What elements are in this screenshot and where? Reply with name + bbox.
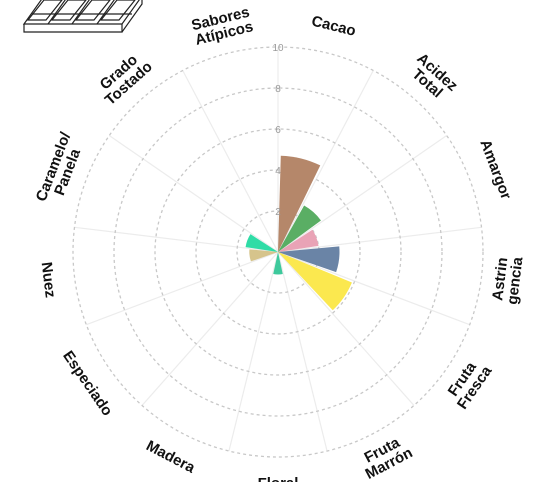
category-label-line: Astrin: [489, 256, 511, 301]
grid-spoke: [74, 226, 279, 253]
category-label: Especiado: [59, 348, 116, 419]
category-label-line: gencia: [504, 256, 527, 306]
polar-bar: [278, 205, 321, 252]
category-label: Cacao: [310, 13, 358, 40]
grid-spoke: [277, 251, 470, 326]
grid-spoke: [277, 135, 448, 253]
grid-spoke: [277, 251, 328, 452]
grid-spoke: [141, 251, 279, 406]
category-label: Nuez: [38, 261, 59, 299]
polar-bars: [245, 155, 352, 311]
grid-circle: [154, 128, 402, 376]
polar-bar: [278, 229, 319, 252]
category-label: Caramelo/Panela: [33, 129, 85, 204]
grid-circle: [113, 87, 443, 417]
grid-spoke: [108, 135, 279, 253]
category-label-line: Nuez: [38, 261, 59, 299]
radial-tick-label: 4: [275, 166, 281, 177]
category-label-line: Amargor: [476, 137, 514, 202]
polar-bar: [278, 252, 352, 311]
category-label: Floral: [258, 475, 299, 482]
radial-tick-labels: 2 4 6 8 10: [272, 43, 284, 218]
polar-bar: [273, 252, 283, 275]
grid-spoke: [182, 70, 279, 253]
polar-bar: [245, 234, 278, 252]
category-label: Amargor: [476, 137, 514, 202]
polar-bar: [278, 155, 321, 252]
category-label-line: Floral: [258, 475, 299, 482]
grid-spoke: [277, 226, 482, 253]
grid-circle: [72, 46, 484, 458]
grid-circle: [195, 169, 361, 335]
grid-spoke: [228, 251, 279, 452]
category-label-line: Cacao: [310, 13, 358, 40]
grid-spoke: [86, 251, 279, 326]
radial-tick-label: 6: [275, 125, 281, 136]
category-label: Madera: [143, 437, 198, 477]
category-label-line: Especiado: [59, 348, 116, 419]
polar-bar: [278, 246, 340, 273]
grid-spoke: [277, 70, 374, 253]
radial-tick-label: 2: [275, 207, 281, 218]
chocolate-bar-icon: [22, 0, 143, 33]
polar-bar: [249, 249, 278, 262]
grid-spoke: [277, 251, 415, 406]
radial-tick-label: 10: [272, 43, 284, 54]
radial-tick-label: 8: [275, 84, 281, 95]
category-label-line: Madera: [143, 437, 198, 477]
